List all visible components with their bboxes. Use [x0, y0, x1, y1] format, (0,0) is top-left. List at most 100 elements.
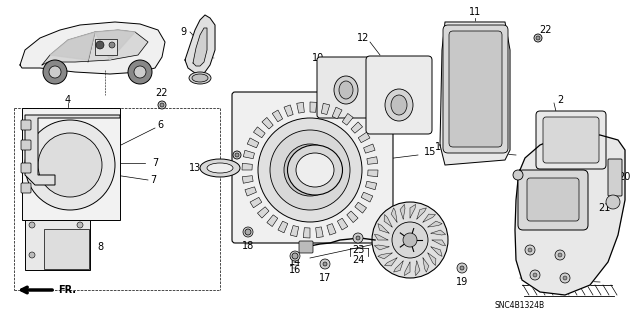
- Polygon shape: [364, 144, 375, 153]
- Polygon shape: [310, 102, 317, 112]
- Text: 7: 7: [150, 175, 156, 185]
- Circle shape: [270, 130, 350, 210]
- Text: 4: 4: [65, 95, 71, 105]
- Circle shape: [530, 270, 540, 280]
- Circle shape: [29, 252, 35, 258]
- Polygon shape: [185, 15, 215, 75]
- Circle shape: [245, 229, 251, 235]
- Circle shape: [356, 236, 360, 240]
- Polygon shape: [428, 221, 442, 227]
- Polygon shape: [374, 234, 388, 240]
- Polygon shape: [267, 215, 278, 226]
- Circle shape: [29, 222, 35, 228]
- Polygon shape: [384, 215, 392, 227]
- Polygon shape: [95, 30, 135, 60]
- FancyBboxPatch shape: [44, 229, 89, 269]
- Text: 22: 22: [156, 88, 168, 98]
- Text: 6: 6: [157, 120, 163, 130]
- Circle shape: [525, 245, 535, 255]
- Polygon shape: [385, 258, 397, 266]
- Polygon shape: [243, 176, 253, 183]
- Text: 19: 19: [456, 277, 468, 287]
- Polygon shape: [50, 32, 95, 60]
- Circle shape: [296, 156, 324, 184]
- FancyBboxPatch shape: [317, 57, 375, 118]
- Polygon shape: [404, 262, 410, 276]
- Polygon shape: [262, 117, 273, 129]
- Circle shape: [563, 276, 567, 280]
- Circle shape: [284, 144, 336, 196]
- Text: 20: 20: [618, 172, 630, 182]
- Polygon shape: [347, 211, 358, 223]
- Circle shape: [258, 118, 362, 222]
- Text: 5: 5: [33, 220, 39, 230]
- Text: 1: 1: [435, 142, 441, 152]
- FancyBboxPatch shape: [21, 120, 31, 130]
- Circle shape: [96, 41, 104, 49]
- Polygon shape: [250, 197, 262, 208]
- Text: 5: 5: [32, 240, 38, 250]
- Text: 9: 9: [180, 27, 186, 37]
- Polygon shape: [394, 261, 403, 272]
- Text: 18: 18: [242, 241, 254, 251]
- Circle shape: [290, 251, 300, 261]
- Text: 24: 24: [352, 255, 364, 265]
- Text: 14: 14: [289, 257, 301, 267]
- Circle shape: [460, 266, 464, 270]
- Circle shape: [25, 120, 115, 210]
- Circle shape: [77, 252, 83, 258]
- Polygon shape: [428, 253, 436, 265]
- Text: 12: 12: [357, 33, 369, 43]
- Polygon shape: [367, 157, 378, 164]
- Ellipse shape: [385, 89, 413, 121]
- Circle shape: [292, 253, 298, 259]
- Polygon shape: [20, 22, 165, 74]
- Text: 17: 17: [319, 273, 331, 283]
- Circle shape: [606, 195, 620, 209]
- Text: 2: 2: [557, 95, 563, 105]
- FancyBboxPatch shape: [449, 31, 502, 147]
- Polygon shape: [410, 204, 415, 218]
- Text: 8: 8: [65, 250, 71, 260]
- Circle shape: [372, 202, 448, 278]
- Polygon shape: [415, 261, 420, 276]
- Ellipse shape: [334, 76, 358, 104]
- Text: FR.: FR.: [58, 285, 76, 295]
- Ellipse shape: [391, 95, 407, 115]
- Polygon shape: [272, 110, 283, 122]
- Circle shape: [109, 42, 115, 48]
- FancyBboxPatch shape: [21, 163, 31, 173]
- Polygon shape: [193, 28, 207, 66]
- FancyBboxPatch shape: [536, 111, 606, 169]
- FancyBboxPatch shape: [518, 170, 588, 230]
- Text: 13: 13: [189, 163, 201, 173]
- Text: 15: 15: [424, 147, 436, 157]
- Polygon shape: [245, 187, 257, 196]
- Polygon shape: [361, 192, 373, 202]
- Circle shape: [392, 222, 428, 258]
- Circle shape: [158, 101, 166, 109]
- Polygon shape: [351, 122, 363, 133]
- Text: 7: 7: [152, 158, 158, 168]
- Circle shape: [243, 227, 253, 237]
- Polygon shape: [337, 218, 348, 230]
- Ellipse shape: [200, 159, 240, 177]
- Circle shape: [513, 170, 523, 180]
- Polygon shape: [417, 208, 426, 219]
- FancyBboxPatch shape: [21, 183, 31, 193]
- Ellipse shape: [192, 74, 208, 82]
- Circle shape: [528, 248, 532, 252]
- Polygon shape: [374, 245, 389, 250]
- Circle shape: [560, 273, 570, 283]
- Polygon shape: [431, 247, 442, 256]
- Ellipse shape: [189, 72, 211, 84]
- Polygon shape: [432, 240, 445, 246]
- Polygon shape: [25, 115, 120, 185]
- FancyBboxPatch shape: [443, 25, 508, 153]
- Circle shape: [533, 273, 537, 277]
- Polygon shape: [303, 228, 310, 238]
- Text: 10: 10: [312, 53, 324, 63]
- Circle shape: [320, 259, 330, 269]
- Circle shape: [49, 66, 61, 78]
- Polygon shape: [515, 135, 625, 295]
